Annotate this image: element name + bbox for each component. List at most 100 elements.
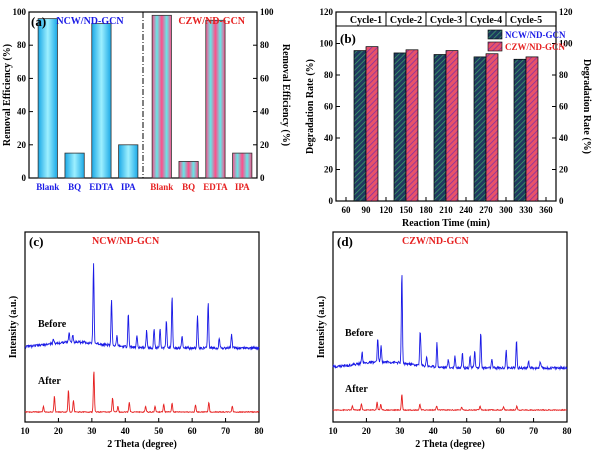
legend-swatch bbox=[487, 29, 503, 40]
y-axis-label-left: Degradation Rate (%) bbox=[305, 59, 316, 154]
xrd-pattern-line bbox=[332, 275, 568, 371]
x-tick-label: 270 bbox=[479, 205, 493, 215]
legend-label: CZW/ND-GCN bbox=[505, 42, 565, 52]
bar bbox=[64, 152, 85, 179]
x-tick-label: 60 bbox=[342, 205, 352, 215]
y-tick-label-left: 20 bbox=[324, 165, 334, 175]
legend-swatch bbox=[487, 41, 503, 52]
y-tick-label-left: 120 bbox=[320, 7, 334, 17]
x-tick-label: 50 bbox=[154, 426, 164, 436]
bar bbox=[151, 14, 172, 179]
bar bbox=[405, 49, 419, 202]
x-tick-label: 90 bbox=[362, 205, 372, 215]
y-tick-label-left: 0 bbox=[329, 196, 334, 206]
bar bbox=[393, 52, 407, 202]
x-tick-label: 150 bbox=[399, 205, 413, 215]
plot-frame bbox=[24, 231, 260, 423]
panel-label: (c) bbox=[29, 234, 43, 249]
panel-label: (b) bbox=[340, 31, 356, 46]
series-label: After bbox=[345, 384, 368, 395]
y-tick-label-right: 20 bbox=[260, 140, 270, 150]
y-tick-label-right: 100 bbox=[260, 7, 274, 17]
y-tick-label-right: 80 bbox=[260, 40, 270, 50]
bar bbox=[485, 53, 499, 202]
y-tick-label-right: 20 bbox=[559, 165, 569, 175]
x-tick-label: 30 bbox=[395, 426, 405, 436]
x-tick-label: 20 bbox=[54, 426, 64, 436]
y-axis-label: Intensity (a.u.) bbox=[316, 296, 327, 359]
bar bbox=[37, 18, 58, 179]
x-tick-label: IPA bbox=[235, 182, 250, 192]
x-tick-label: 300 bbox=[499, 205, 513, 215]
chart-title: NCW/ND-GCN bbox=[92, 236, 160, 247]
x-tick-label: Blank bbox=[36, 182, 59, 192]
cycle-label: Cycle-3 bbox=[430, 15, 462, 26]
xrd-pattern-line bbox=[24, 263, 260, 351]
xrd-pattern-line bbox=[332, 394, 568, 412]
series-label: After bbox=[38, 376, 61, 387]
bar bbox=[205, 19, 226, 179]
y-tick-label-left: 60 bbox=[17, 73, 27, 83]
bar bbox=[525, 56, 539, 202]
y-tick-label-right: 0 bbox=[260, 173, 265, 183]
x-tick-label: IPA bbox=[121, 182, 136, 192]
bar bbox=[445, 50, 459, 202]
y-tick-label-right: 60 bbox=[559, 102, 569, 112]
y-tick-label-left: 80 bbox=[17, 40, 27, 50]
x-tick-label: 240 bbox=[459, 205, 473, 215]
x-tick-label: 210 bbox=[439, 205, 453, 215]
panel-b: 0 0 20 20 40 40 60 60 80 80 100 100 120 120 60 90 120 150… bbox=[305, 7, 592, 229]
y-tick-label-left: 0 bbox=[22, 173, 27, 183]
x-tick-label: 360 bbox=[539, 205, 553, 215]
panel-label: (d) bbox=[337, 234, 353, 249]
series-label: Before bbox=[38, 319, 67, 330]
y-tick-label-left: 40 bbox=[17, 107, 27, 117]
y-axis-label-right: Removal Efficiency (%) bbox=[280, 44, 291, 146]
y-axis-label: Intensity (a.u.) bbox=[8, 296, 19, 359]
y-tick-label-right: 0 bbox=[559, 196, 564, 206]
x-tick-label: 330 bbox=[519, 205, 533, 215]
y-tick-label-right: 80 bbox=[559, 70, 569, 80]
x-tick-label: Blank bbox=[150, 182, 173, 192]
cycle-label: Cycle-4 bbox=[470, 15, 502, 26]
x-tick-label: 40 bbox=[121, 426, 131, 436]
x-tick-label: 10 bbox=[329, 426, 339, 436]
x-tick-label: 80 bbox=[255, 426, 265, 436]
x-tick-label: BQ bbox=[182, 182, 195, 192]
plot-frame bbox=[332, 231, 568, 423]
x-tick-label: 70 bbox=[221, 426, 231, 436]
chart-title: CZW/ND-GCN bbox=[402, 236, 469, 247]
bar bbox=[473, 56, 487, 202]
y-tick-label-right: 100 bbox=[559, 39, 573, 49]
bar bbox=[232, 152, 253, 179]
cycle-label: Cycle-1 bbox=[350, 15, 382, 26]
y-tick-label-left: 20 bbox=[17, 140, 27, 150]
y-tick-label-right: 40 bbox=[260, 107, 270, 117]
legend-label: NCW/ND-GCN bbox=[505, 30, 566, 40]
x-tick-label: 10 bbox=[21, 426, 31, 436]
bar bbox=[353, 50, 367, 202]
panel-a: 0 0 20 20 40 40 60 60 80 80 100 100 Blank BQ EDTA IPA NC… bbox=[2, 7, 291, 192]
x-tick-label: BQ bbox=[68, 182, 81, 192]
x-tick-label: 50 bbox=[462, 426, 472, 436]
x-tick-label: EDTA bbox=[89, 182, 114, 192]
y-axis-label-left: Removal Efficiency (%) bbox=[2, 44, 13, 146]
bar bbox=[118, 144, 139, 179]
y-axis-label-right: Degradation Rate (%) bbox=[581, 59, 592, 154]
x-axis-label: 2 Theta (degree) bbox=[415, 439, 485, 450]
x-tick-label: 20 bbox=[362, 426, 372, 436]
x-axis-label: Reaction Time (min) bbox=[402, 218, 490, 229]
x-tick-label: 120 bbox=[379, 205, 393, 215]
y-tick-label-right: 40 bbox=[559, 133, 569, 143]
cycle-label: Cycle-2 bbox=[390, 15, 422, 26]
x-tick-label: 60 bbox=[496, 426, 506, 436]
x-tick-label: 30 bbox=[87, 426, 97, 436]
y-tick-label-left: 80 bbox=[324, 70, 334, 80]
x-tick-label: 40 bbox=[429, 426, 439, 436]
xrd-pattern-line bbox=[24, 371, 260, 414]
bar bbox=[433, 54, 447, 202]
x-tick-label: 80 bbox=[563, 426, 573, 436]
x-tick-label: 70 bbox=[529, 426, 539, 436]
bar bbox=[365, 46, 379, 202]
